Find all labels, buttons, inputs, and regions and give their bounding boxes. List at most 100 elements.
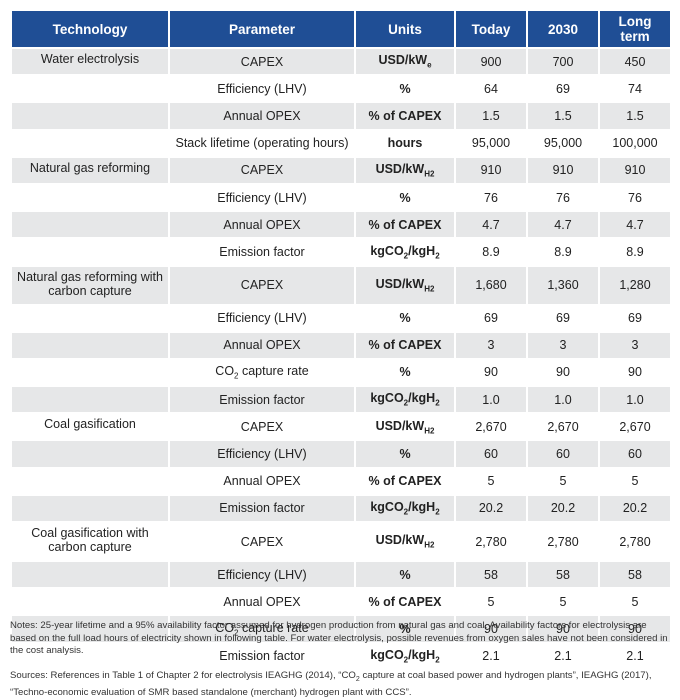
units-cell: % [356, 76, 454, 102]
parameter-cell: Efficiency (LHV) [170, 184, 354, 211]
today-value-cell: 76 [456, 184, 526, 211]
table-row: Stack lifetime (operating hours) hours 95,… [12, 130, 670, 156]
today-value-cell: 4.7 [456, 212, 526, 238]
today-value-cell: 95,000 [456, 130, 526, 156]
units-cell: % of CAPEX [356, 212, 454, 238]
long-term-value-cell: 910 [600, 157, 670, 183]
today-value-cell: 1.0 [456, 387, 526, 413]
long-term-value-cell: 1,280 [600, 266, 670, 304]
parameter-cell: CAPEX [170, 266, 354, 304]
units-cell: % of CAPEX [356, 589, 454, 615]
technology-cell [12, 332, 168, 358]
parameter-cell: Stack lifetime (operating hours) [170, 130, 354, 156]
long-term-value-cell: 2,670 [600, 414, 670, 440]
header-units: Units [356, 11, 454, 47]
long-term-value-cell: 1.5 [600, 103, 670, 129]
technology-cell [12, 103, 168, 129]
table-body: Water electrolysis CAPEX USD/kWe 900 700 450 E… [12, 49, 670, 669]
today-value-cell: 8.9 [456, 239, 526, 265]
table-row: Efficiency (LHV)% 58 58 58 [12, 562, 670, 588]
today-value-cell: 69 [456, 305, 526, 331]
value-2030-cell: 5 [528, 589, 598, 615]
technology-cell [12, 387, 168, 413]
today-value-cell: 2.1 [456, 643, 526, 669]
units-cell: % [356, 441, 454, 467]
today-value-cell: 64 [456, 76, 526, 102]
today-value-cell: 2,780 [456, 523, 526, 560]
units-cell: USD/kWH2 [356, 523, 454, 560]
value-2030-cell: 910 [528, 157, 598, 183]
long-term-value-cell: 76 [600, 184, 670, 211]
technology-cell [12, 305, 168, 331]
units-cell: % of CAPEX [356, 332, 454, 358]
units-cell: USD/kWe [356, 49, 454, 75]
header-parameter: Parameter [170, 11, 354, 47]
table-row: Natural gas reforming with carbon captur… [12, 266, 670, 304]
header-2030: 2030 [528, 11, 598, 47]
parameter-cell: Efficiency (LHV) [170, 441, 354, 467]
header-technology: Technology [12, 11, 168, 47]
value-2030-cell: 60 [528, 441, 598, 467]
parameter-cell: CAPEX [170, 49, 354, 75]
today-value-cell: 5 [456, 589, 526, 615]
today-value-cell: 1.5 [456, 103, 526, 129]
value-2030-cell: 1,360 [528, 266, 598, 304]
parameter-cell: CAPEX [170, 157, 354, 183]
value-2030-cell: 95,000 [528, 130, 598, 156]
technology-cell [12, 184, 168, 211]
technology-cell: Water electrolysis [12, 49, 168, 75]
cost-assumptions-table: Technology Parameter Units Today 2030 Lo… [10, 9, 672, 671]
long-term-value-cell: 69 [600, 305, 670, 331]
parameter-cell: Emission factor [170, 387, 354, 413]
value-2030-cell: 1.0 [528, 387, 598, 413]
parameter-cell: CO2 capture rate [170, 616, 354, 642]
value-2030-cell: 69 [528, 76, 598, 102]
header-today: Today [456, 11, 526, 47]
today-value-cell: 900 [456, 49, 526, 75]
today-value-cell: 5 [456, 468, 526, 494]
units-cell: % of CAPEX [356, 103, 454, 129]
technology-cell [12, 643, 168, 669]
value-2030-cell: 2.1 [528, 643, 598, 669]
units-cell: hours [356, 130, 454, 156]
table-row: Annual OPEX% of CAPEX 4.7 4.7 4.7 [12, 212, 670, 238]
long-term-value-cell: 1.0 [600, 387, 670, 413]
table-row: Emission factor kgCO2/kgH2 20.2 20.2 20.2 [12, 495, 670, 521]
technology-cell [12, 616, 168, 642]
today-value-cell: 60 [456, 441, 526, 467]
technology-cell [12, 468, 168, 494]
technology-cell [12, 589, 168, 615]
units-cell: kgCO2/kgH2 [356, 495, 454, 521]
parameter-cell: Efficiency (LHV) [170, 76, 354, 102]
parameter-cell: Annual OPEX [170, 212, 354, 238]
value-2030-cell: 58 [528, 562, 598, 588]
table-row: Coal gasification CAPEX USD/kWH2 2,670 2,670… [12, 414, 670, 440]
table-row: Efficiency (LHV)% 60 60 60 [12, 441, 670, 467]
today-value-cell: 90 [456, 616, 526, 642]
parameter-cell: Annual OPEX [170, 103, 354, 129]
technology-cell [12, 359, 168, 386]
parameter-cell: CAPEX [170, 414, 354, 440]
long-term-value-cell: 20.2 [600, 495, 670, 521]
today-value-cell: 20.2 [456, 495, 526, 521]
long-term-value-cell: 5 [600, 589, 670, 615]
parameter-cell: CO2 capture rate [170, 359, 354, 386]
units-cell: % [356, 616, 454, 642]
long-term-value-cell: 58 [600, 562, 670, 588]
table-row: Efficiency (LHV)% 76 76 76 [12, 184, 670, 211]
long-term-value-cell: 8.9 [600, 239, 670, 265]
value-2030-cell: 1.5 [528, 103, 598, 129]
long-term-value-cell: 100,000 [600, 130, 670, 156]
long-term-value-cell: 2,780 [600, 523, 670, 560]
technology-cell [12, 441, 168, 467]
parameter-cell: Emission factor [170, 643, 354, 669]
units-cell: kgCO2/kgH2 [356, 239, 454, 265]
units-cell: % [356, 305, 454, 331]
parameter-cell: Annual OPEX [170, 332, 354, 358]
technology-cell [12, 239, 168, 265]
table-row: Efficiency (LHV)% 64 69 74 [12, 76, 670, 102]
long-term-value-cell: 90 [600, 359, 670, 386]
parameter-cell: Efficiency (LHV) [170, 305, 354, 331]
technology-cell: Natural gas reforming with carbon captur… [12, 266, 168, 304]
technology-cell: Coal gasification [12, 414, 168, 440]
